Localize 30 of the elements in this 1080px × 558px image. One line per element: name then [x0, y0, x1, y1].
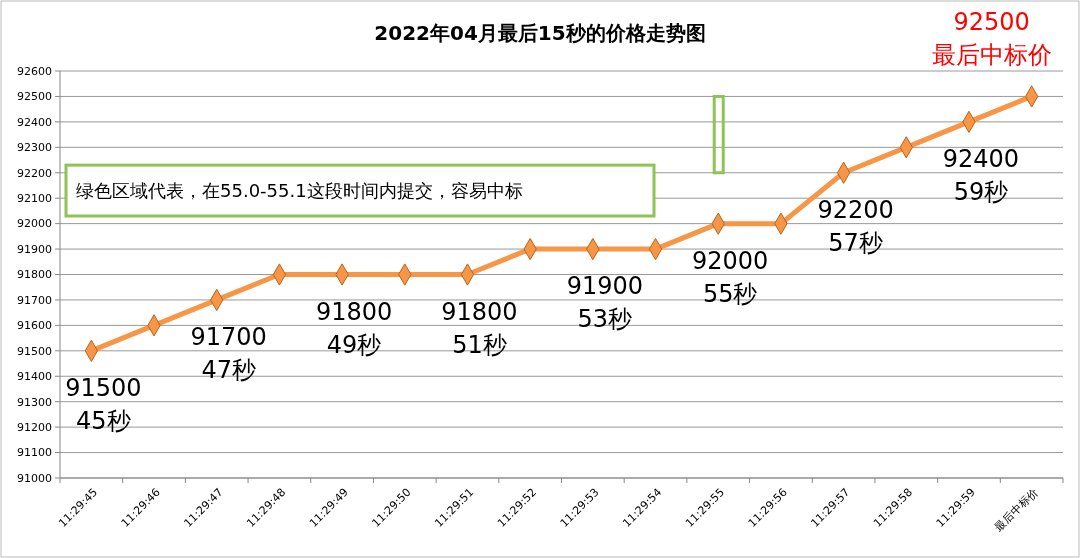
- data-label: 91700 47秒: [190, 322, 267, 384]
- y-tick-label: 91600: [17, 319, 52, 333]
- y-tick-label: 91700: [17, 293, 52, 307]
- data-label: 92200 57秒: [817, 195, 894, 257]
- y-tick-label: 92400: [17, 115, 52, 129]
- data-label: 91800 51秒: [441, 297, 518, 359]
- x-tick-label: 最后中标价: [992, 485, 1041, 534]
- y-tick-label: 91800: [17, 268, 52, 282]
- chart-title: 2022年04月最后15秒的价格走势图: [374, 21, 706, 45]
- y-tick-label: 92100: [17, 192, 52, 206]
- data-label: 92000 55秒: [692, 246, 769, 308]
- data-label: 92500 最后中标价: [931, 8, 1052, 70]
- note-box: 绿色区域代表，在55.0-55.1这段时间内提交，容易中标: [64, 163, 656, 218]
- y-tick-label: 92200: [17, 166, 52, 180]
- annotation: 绿色区域代表，在55.0-55.1这段时间内提交，容易中标: [76, 179, 523, 201]
- y-tick-label: 92500: [17, 90, 52, 104]
- y-tick-label: 91900: [17, 242, 52, 256]
- y-tick-label: 92600: [17, 64, 52, 78]
- data-label: 91900 53秒: [566, 272, 644, 334]
- y-tick-label: 91500: [17, 344, 52, 358]
- y-tick-label: 91100: [17, 446, 52, 460]
- y-tick-label: 91000: [17, 471, 52, 485]
- data-label: 91500 45秒: [65, 373, 142, 435]
- y-tick-label: 91400: [17, 370, 52, 384]
- y-tick-label: 91200: [17, 420, 52, 434]
- y-tick-label: 91300: [17, 395, 52, 409]
- y-tick-label: 92000: [17, 217, 52, 231]
- y-tick-label: 92300: [17, 141, 52, 155]
- data-label: 92400 59秒: [942, 144, 1020, 206]
- data-label: 91800 49秒: [315, 297, 393, 359]
